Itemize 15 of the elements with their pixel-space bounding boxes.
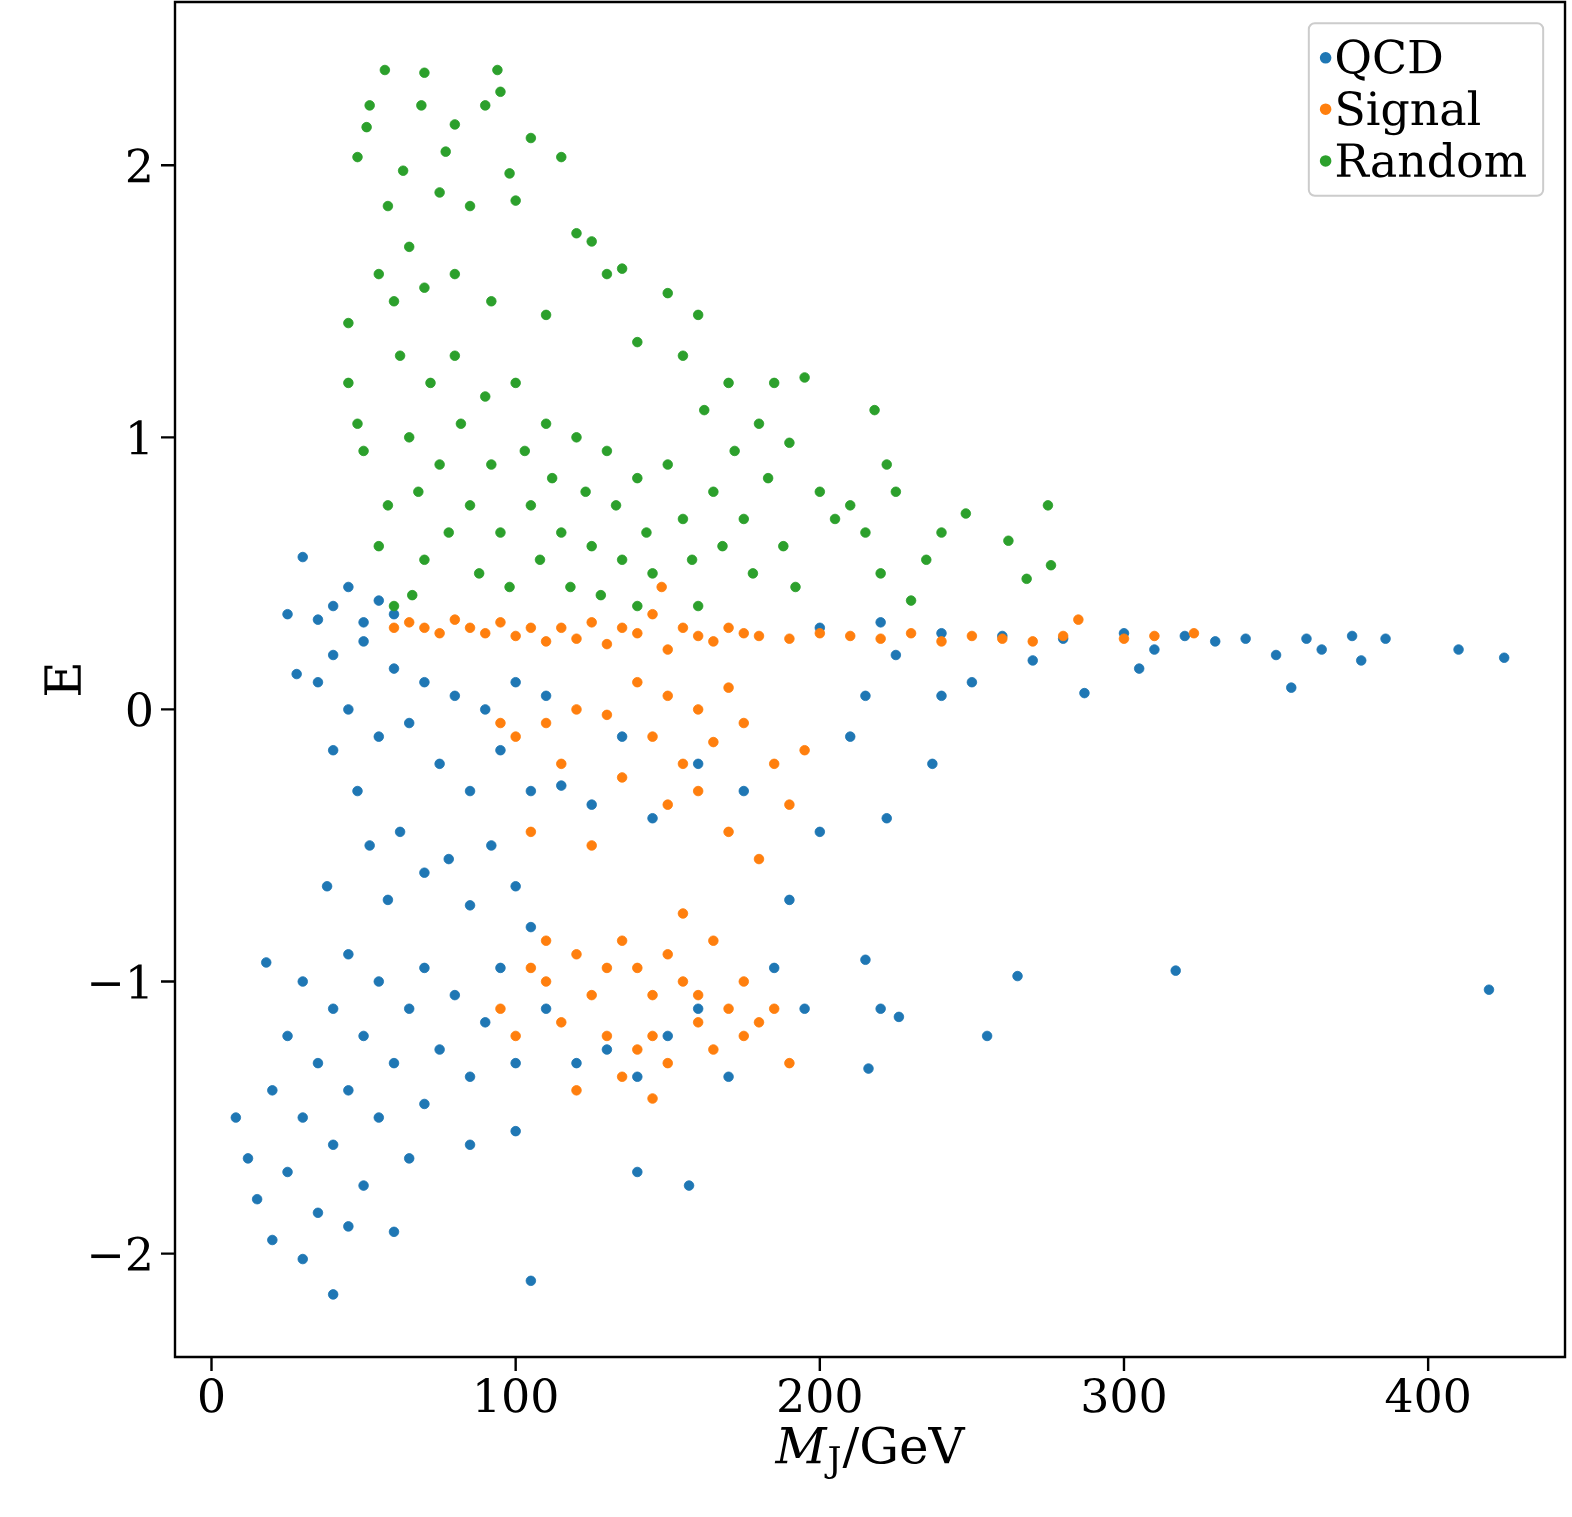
- y-tick-label: 0: [127, 692, 151, 727]
- x-tick-label: 200: [779, 1378, 861, 1413]
- y-tick-label: 1: [130, 420, 148, 455]
- y-tick-label: −1: [91, 964, 148, 999]
- x-tick-label: 100: [477, 1378, 557, 1413]
- y-tick-label: 2: [127, 148, 150, 183]
- legend-label: Random: [1336, 142, 1526, 178]
- legend-label: QCD: [1336, 39, 1442, 81]
- x-axis-title: M$_{J}$/GeV: [774, 1426, 966, 1479]
- y-axis-title: E: [44, 665, 81, 695]
- x-tick-label: 300: [1083, 1378, 1165, 1413]
- y-tick-label: −2: [91, 1236, 150, 1271]
- x-tick-label: 400: [1385, 1378, 1469, 1413]
- legend-label: Signal: [1338, 90, 1480, 136]
- x-tick-label: 0: [199, 1378, 224, 1413]
